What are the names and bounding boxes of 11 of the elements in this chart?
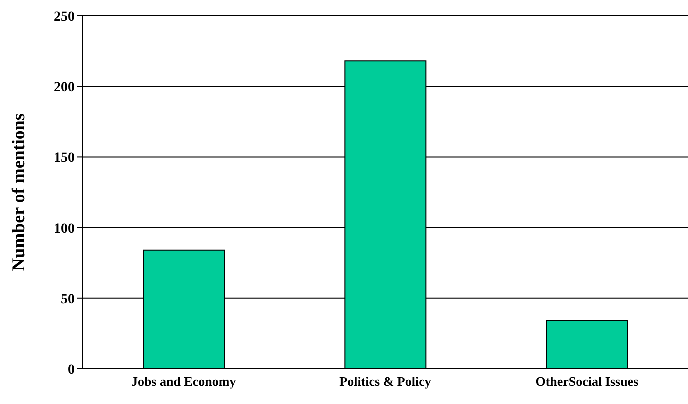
y-axis-title: Number of mentions <box>8 114 28 272</box>
x-tick-label: Politics & Policy <box>340 374 432 390</box>
y-tick-label: 200 <box>54 80 75 96</box>
y-tick-label: 150 <box>54 151 75 166</box>
y-tick-label: 0 <box>68 362 75 378</box>
y-tick-label: 250 <box>54 10 75 25</box>
y-tick-label: 100 <box>54 222 75 237</box>
bar <box>546 320 628 369</box>
y-tick-label: 50 <box>61 292 75 308</box>
x-tick-label: Jobs and Economy <box>131 374 237 390</box>
x-tick-label: OtherSocial Issues <box>536 374 639 390</box>
